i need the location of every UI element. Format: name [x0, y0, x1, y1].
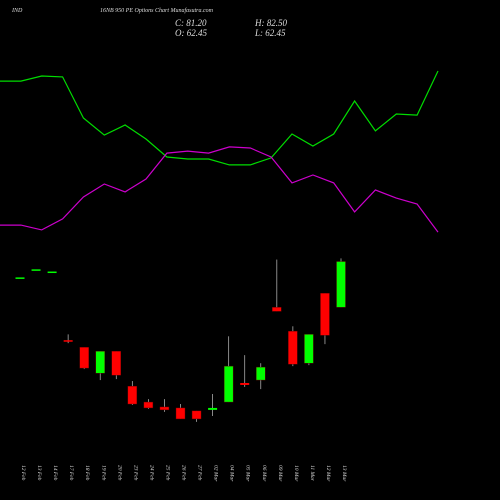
- x-tick-label: 20 Feb: [116, 465, 122, 481]
- x-tick-label: 18 Feb: [84, 465, 90, 481]
- x-tick-label: 09 Mar: [277, 465, 283, 482]
- candle-body: [63, 340, 73, 342]
- close-label: C: 81.20: [175, 18, 207, 28]
- x-tick-label: 23 Feb: [132, 465, 138, 481]
- x-tick-label: 26 Feb: [181, 465, 187, 481]
- candle-body: [127, 385, 138, 405]
- symbol: IND: [11, 8, 23, 14]
- x-tick-label: 12 Mar: [325, 465, 331, 482]
- candle-body: [31, 269, 41, 271]
- candle-body: [159, 406, 170, 411]
- x-tick-label: 02 Mar: [213, 465, 219, 482]
- low-label: L: 62.45: [254, 28, 286, 38]
- x-tick-label: 19 Feb: [100, 465, 106, 481]
- candle-body: [288, 330, 298, 365]
- candle-body: [111, 351, 122, 376]
- x-tick-label: 04 Mar: [229, 465, 236, 482]
- high-label: H: 82.50: [254, 18, 287, 28]
- x-tick-label: 17 Feb: [68, 465, 74, 481]
- candle-body: [95, 351, 105, 374]
- candle-body: [223, 365, 234, 403]
- candle-body: [304, 334, 314, 364]
- candle-body: [336, 261, 346, 308]
- x-tick-label: 13 Feb: [36, 465, 42, 481]
- candle-body: [79, 347, 89, 369]
- x-tick-label: 24 Feb: [148, 465, 155, 481]
- x-tick-label: 11 Mar: [309, 465, 315, 482]
- indicator-line: [0, 146, 439, 233]
- indicator-line: [0, 70, 439, 166]
- x-tick-label: 25 Feb: [164, 465, 170, 481]
- candle-body: [143, 401, 154, 409]
- x-tick-label: 13 Mar: [341, 465, 347, 482]
- candle-body: [191, 410, 202, 420]
- x-tick-label: 14 Feb: [52, 465, 59, 481]
- candle-body: [256, 366, 266, 381]
- candle-body: [47, 271, 57, 274]
- x-tick-label: 10 Mar: [293, 465, 299, 482]
- candle-body: [175, 407, 186, 420]
- x-tick-label: 06 Mar: [261, 465, 267, 482]
- candle-body: [320, 293, 330, 336]
- chart-title: 16NB 950 PE Options Chart Munafasutra.co…: [100, 7, 214, 14]
- x-tick-label: 27 Feb: [197, 465, 203, 481]
- x-tick-label: 12 Feb: [20, 465, 26, 481]
- candle-body: [15, 277, 25, 279]
- x-tick-label: 05 Mar: [245, 465, 251, 482]
- open-label: O: 62.45: [175, 28, 207, 38]
- candle-body: [208, 407, 218, 410]
- candle-body: [240, 383, 250, 385]
- candle-body: [272, 307, 282, 312]
